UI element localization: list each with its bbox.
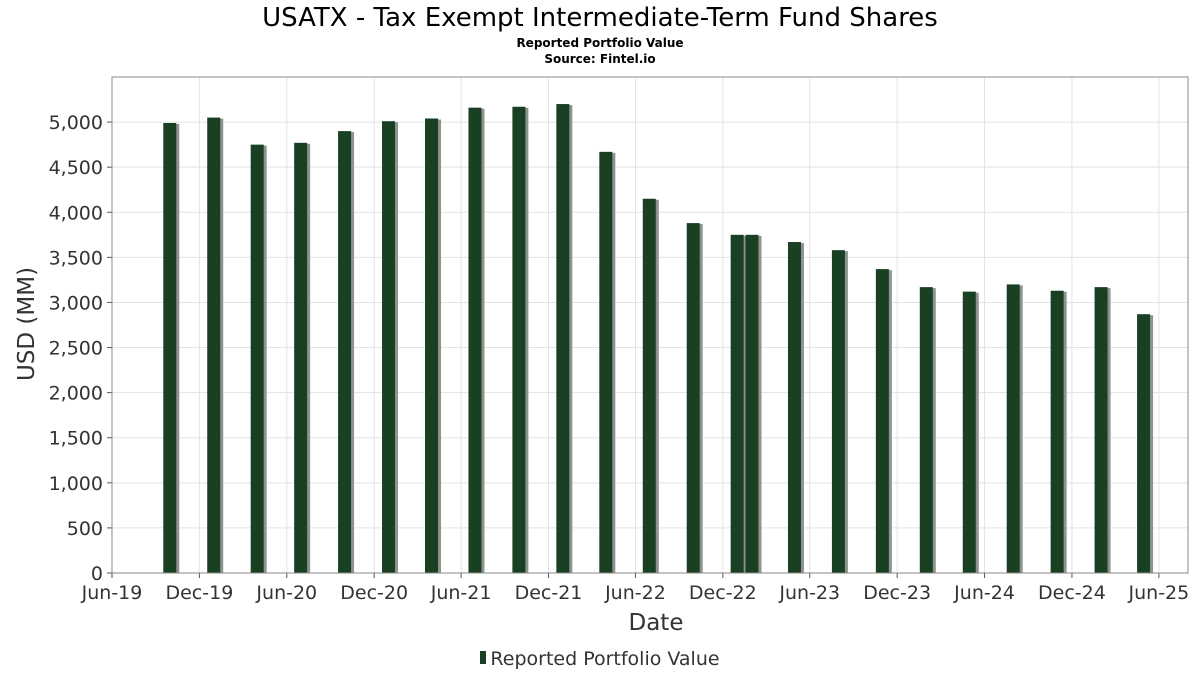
bar — [875, 269, 889, 573]
bar — [1094, 287, 1108, 573]
x-axis-label: Date — [629, 610, 684, 636]
bar — [745, 234, 759, 573]
bar — [787, 242, 801, 574]
x-tick-label: Dec-24 — [1038, 582, 1106, 604]
x-tick-label: Jun-24 — [953, 582, 1015, 604]
x-tick-label: Jun-21 — [430, 582, 492, 604]
bar — [686, 223, 700, 573]
legend-swatch — [480, 651, 487, 664]
chart-title: USATX - Tax Exempt Intermediate-Term Fun… — [262, 3, 938, 33]
y-tick-label: 2,500 — [49, 338, 103, 360]
bar — [512, 106, 526, 573]
y-tick-label: 0 — [91, 563, 103, 585]
bar — [919, 287, 933, 573]
bar — [468, 107, 482, 574]
bar — [163, 122, 177, 573]
bar — [425, 118, 439, 573]
bar — [556, 104, 570, 574]
x-tick-label: Jun-20 — [255, 582, 317, 604]
x-tick-label: Jun-19 — [81, 582, 143, 604]
chart-source: Source: Fintel.io — [544, 52, 656, 66]
bar — [599, 151, 613, 574]
chart-subtitle: Reported Portfolio Value — [516, 36, 684, 50]
bar — [250, 144, 264, 574]
legend: Reported Portfolio Value — [0, 648, 1200, 670]
bar — [294, 142, 308, 573]
bar — [207, 117, 221, 573]
bars — [163, 104, 1154, 574]
legend-label: Reported Portfolio Value — [490, 648, 720, 670]
x-tick-label: Jun-25 — [1128, 582, 1190, 604]
y-axis-label: USD (MM) — [14, 267, 40, 381]
y-tick-label: 3,000 — [49, 292, 103, 314]
plot-frame — [111, 76, 1189, 574]
bar — [1137, 314, 1151, 573]
bar — [642, 198, 656, 573]
axes: 0 500 1,000 1,500 2,000 2,500 3,000 3,500 4,000 4… — [14, 76, 1190, 636]
y-tick-label: 1,500 — [49, 428, 103, 450]
bar — [1050, 290, 1064, 573]
y-tick-label: 2,000 — [49, 383, 103, 405]
bar — [831, 250, 845, 573]
y-tick-label: 4,500 — [49, 157, 103, 179]
bar — [338, 131, 352, 574]
x-tick-label: Jun-22 — [604, 582, 666, 604]
y-tick-label: 3,500 — [49, 247, 103, 269]
y-tick-label: 1,000 — [49, 473, 103, 495]
bar — [382, 121, 396, 574]
x-tick-label: Dec-23 — [863, 582, 931, 604]
x-tick-label: Dec-20 — [340, 582, 408, 604]
x-tick-label: Dec-22 — [689, 582, 757, 604]
bar — [1006, 284, 1020, 573]
y-tick-label: 500 — [67, 518, 103, 540]
x-tick-label: Dec-19 — [165, 582, 233, 604]
y-tick-label: 4,000 — [49, 202, 103, 224]
bar — [730, 234, 744, 573]
x-tick-label: Jun-23 — [778, 582, 840, 604]
y-tick-label: 5,000 — [49, 112, 103, 134]
bar — [962, 291, 976, 573]
x-tick-label: Dec-21 — [515, 582, 583, 604]
